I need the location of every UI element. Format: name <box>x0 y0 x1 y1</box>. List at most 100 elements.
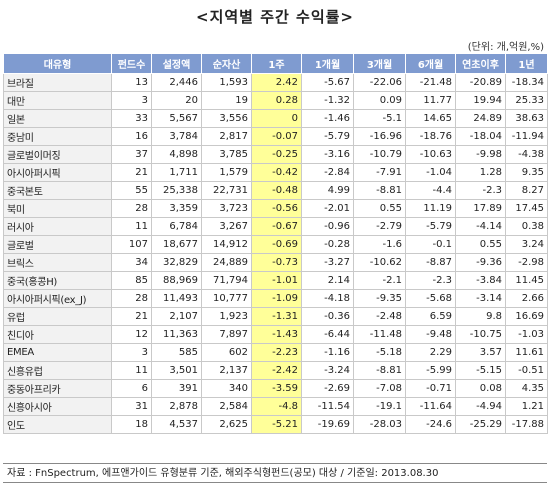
table-cell: -24.6 <box>405 415 456 434</box>
table-cell: 3 <box>111 91 152 110</box>
region-name-cell: 아시아퍼시픽(ex_J) <box>3 289 112 308</box>
table-row: 중동아프리카 6 391 340 -3.59 -2.69 -7.08 -0.71 0.08 4.3… <box>3 379 548 398</box>
table-cell: -11.94 <box>505 127 548 146</box>
region-name-cell: 신흥아시아 <box>3 397 112 416</box>
week-return-cell: -1.09 <box>251 289 302 308</box>
table-cell: -5.79 <box>301 127 354 146</box>
table-cell: 20 <box>151 91 202 110</box>
table-cell: -17.88 <box>505 415 548 434</box>
week-return-cell: -3.59 <box>251 379 302 398</box>
table-header-row: 대유형 펀드수 설정액 순자산 1주 1개월 3개월 6개월 연초이후 1년 <box>3 53 548 74</box>
table-cell: 18,677 <box>151 235 202 254</box>
table-cell: -2.79 <box>353 217 406 236</box>
table-cell: 24.89 <box>455 109 506 128</box>
header-1month: 1개월 <box>301 53 354 74</box>
region-name-cell: 중국(홍콩H) <box>3 271 112 290</box>
table-cell: 22,731 <box>201 181 252 200</box>
header-type: 대유형 <box>3 53 112 74</box>
table-cell: -11.64 <box>405 397 456 416</box>
table-cell: -0.71 <box>405 379 456 398</box>
table-cell: -19.69 <box>301 415 354 434</box>
region-name-cell: 인도 <box>3 415 112 434</box>
table-cell: 12 <box>111 325 152 344</box>
table-cell: -2.69 <box>301 379 354 398</box>
table-cell: 28 <box>111 289 152 308</box>
table-cell: 32,829 <box>151 253 202 272</box>
week-return-cell: -0.48 <box>251 181 302 200</box>
week-return-cell: -4.8 <box>251 397 302 416</box>
table-row: 러시아 11 6,784 3,267 -0.67 -0.96 -2.79 -5.79 -4.14… <box>3 217 548 236</box>
table-cell: -10.79 <box>353 145 406 164</box>
table-cell: 11.61 <box>505 343 548 362</box>
table-cell: 6.59 <box>405 307 456 326</box>
table-cell: -1.16 <box>301 343 354 362</box>
table-cell: 33 <box>111 109 152 128</box>
table-cell: 21 <box>111 307 152 326</box>
table-row: 인도 18 4,537 2,625 -5.21 -19.69 -28.03 -24.6 -25.… <box>3 415 548 434</box>
region-name-cell: 북미 <box>3 199 112 218</box>
table-cell: 11.45 <box>505 271 548 290</box>
table-cell: -11.48 <box>353 325 406 344</box>
table-cell: 602 <box>201 343 252 362</box>
table-cell: 9.35 <box>505 163 548 182</box>
table-cell: -4.18 <box>301 289 354 308</box>
table-cell: -2.1 <box>353 271 406 290</box>
page-title: <지역별 주간 수익률> <box>196 8 354 26</box>
table-cell: -11.54 <box>301 397 354 416</box>
table-row: 중국본토 55 25,338 22,731 -0.48 4.99 -8.81 -4.4 -2.3… <box>3 181 548 200</box>
table-cell: -8.81 <box>353 181 406 200</box>
table-cell: -21.48 <box>405 73 456 92</box>
table-cell: -16.96 <box>353 127 406 146</box>
table-cell: 0.08 <box>455 379 506 398</box>
region-name-cell: 유럽 <box>3 307 112 326</box>
table-cell: -0.1 <box>405 235 456 254</box>
table-cell: -0.51 <box>505 361 548 380</box>
table-cell: 2.14 <box>301 271 354 290</box>
table-cell: -8.81 <box>353 361 406 380</box>
table-cell: 3,501 <box>151 361 202 380</box>
table-cell: 1,593 <box>201 73 252 92</box>
table-cell: 88,969 <box>151 271 202 290</box>
table-cell: -20.89 <box>455 73 506 92</box>
table-cell: 21 <box>111 163 152 182</box>
table-cell: 9.8 <box>455 307 506 326</box>
header-setup-amount: 설정액 <box>151 53 202 74</box>
table-cell: 3,723 <box>201 199 252 218</box>
table-cell: 3,267 <box>201 217 252 236</box>
table-cell: -4.94 <box>455 397 506 416</box>
table-row: 아시아퍼시픽(ex_J) 28 11,493 10,777 -1.09 -4.18 -9.3… <box>3 289 548 308</box>
table-cell: 24,889 <box>201 253 252 272</box>
table-cell: 16.69 <box>505 307 548 326</box>
table-cell: 17.89 <box>455 199 506 218</box>
table-cell: 4,898 <box>151 145 202 164</box>
table-cell: -4.38 <box>505 145 548 164</box>
unit-note: (단위: 개,억원,%) <box>467 42 544 53</box>
table-cell: 2,137 <box>201 361 252 380</box>
table-row: 신흥아시아 31 2,878 2,584 -4.8 -11.54 -19.1 -11.64 -4… <box>3 397 548 416</box>
table-cell: -9.35 <box>353 289 406 308</box>
table-cell: -3.24 <box>301 361 354 380</box>
header-1week: 1주 <box>251 53 302 74</box>
table-cell: -1.6 <box>353 235 406 254</box>
table-cell: 2,625 <box>201 415 252 434</box>
header-fund-count: 펀드수 <box>111 53 152 74</box>
table-row: 친디아 12 11,363 7,897 -1.43 -6.44 -11.48 -9.48 -10… <box>3 325 548 344</box>
table-cell: -2.3 <box>405 271 456 290</box>
table-cell: 11,493 <box>151 289 202 308</box>
table-cell: 2,584 <box>201 397 252 416</box>
table-cell: 2.66 <box>505 289 548 308</box>
region-name-cell: 브릭스 <box>3 253 112 272</box>
table-cell: -19.1 <box>353 397 406 416</box>
table-cell: 0.55 <box>353 199 406 218</box>
table-cell: 2.29 <box>405 343 456 362</box>
table-cell: -9.48 <box>405 325 456 344</box>
table-cell: -2.98 <box>505 253 548 272</box>
table-cell: 3,785 <box>201 145 252 164</box>
table-cell: 14,912 <box>201 235 252 254</box>
table-cell: 340 <box>201 379 252 398</box>
week-return-cell: -1.31 <box>251 307 302 326</box>
table-cell: 2,107 <box>151 307 202 326</box>
region-name-cell: 대만 <box>3 91 112 110</box>
table-cell: 3,556 <box>201 109 252 128</box>
table-row: 글로벌이머징 37 4,898 3,785 -0.25 -3.16 -10.79 -10.63… <box>3 145 548 164</box>
